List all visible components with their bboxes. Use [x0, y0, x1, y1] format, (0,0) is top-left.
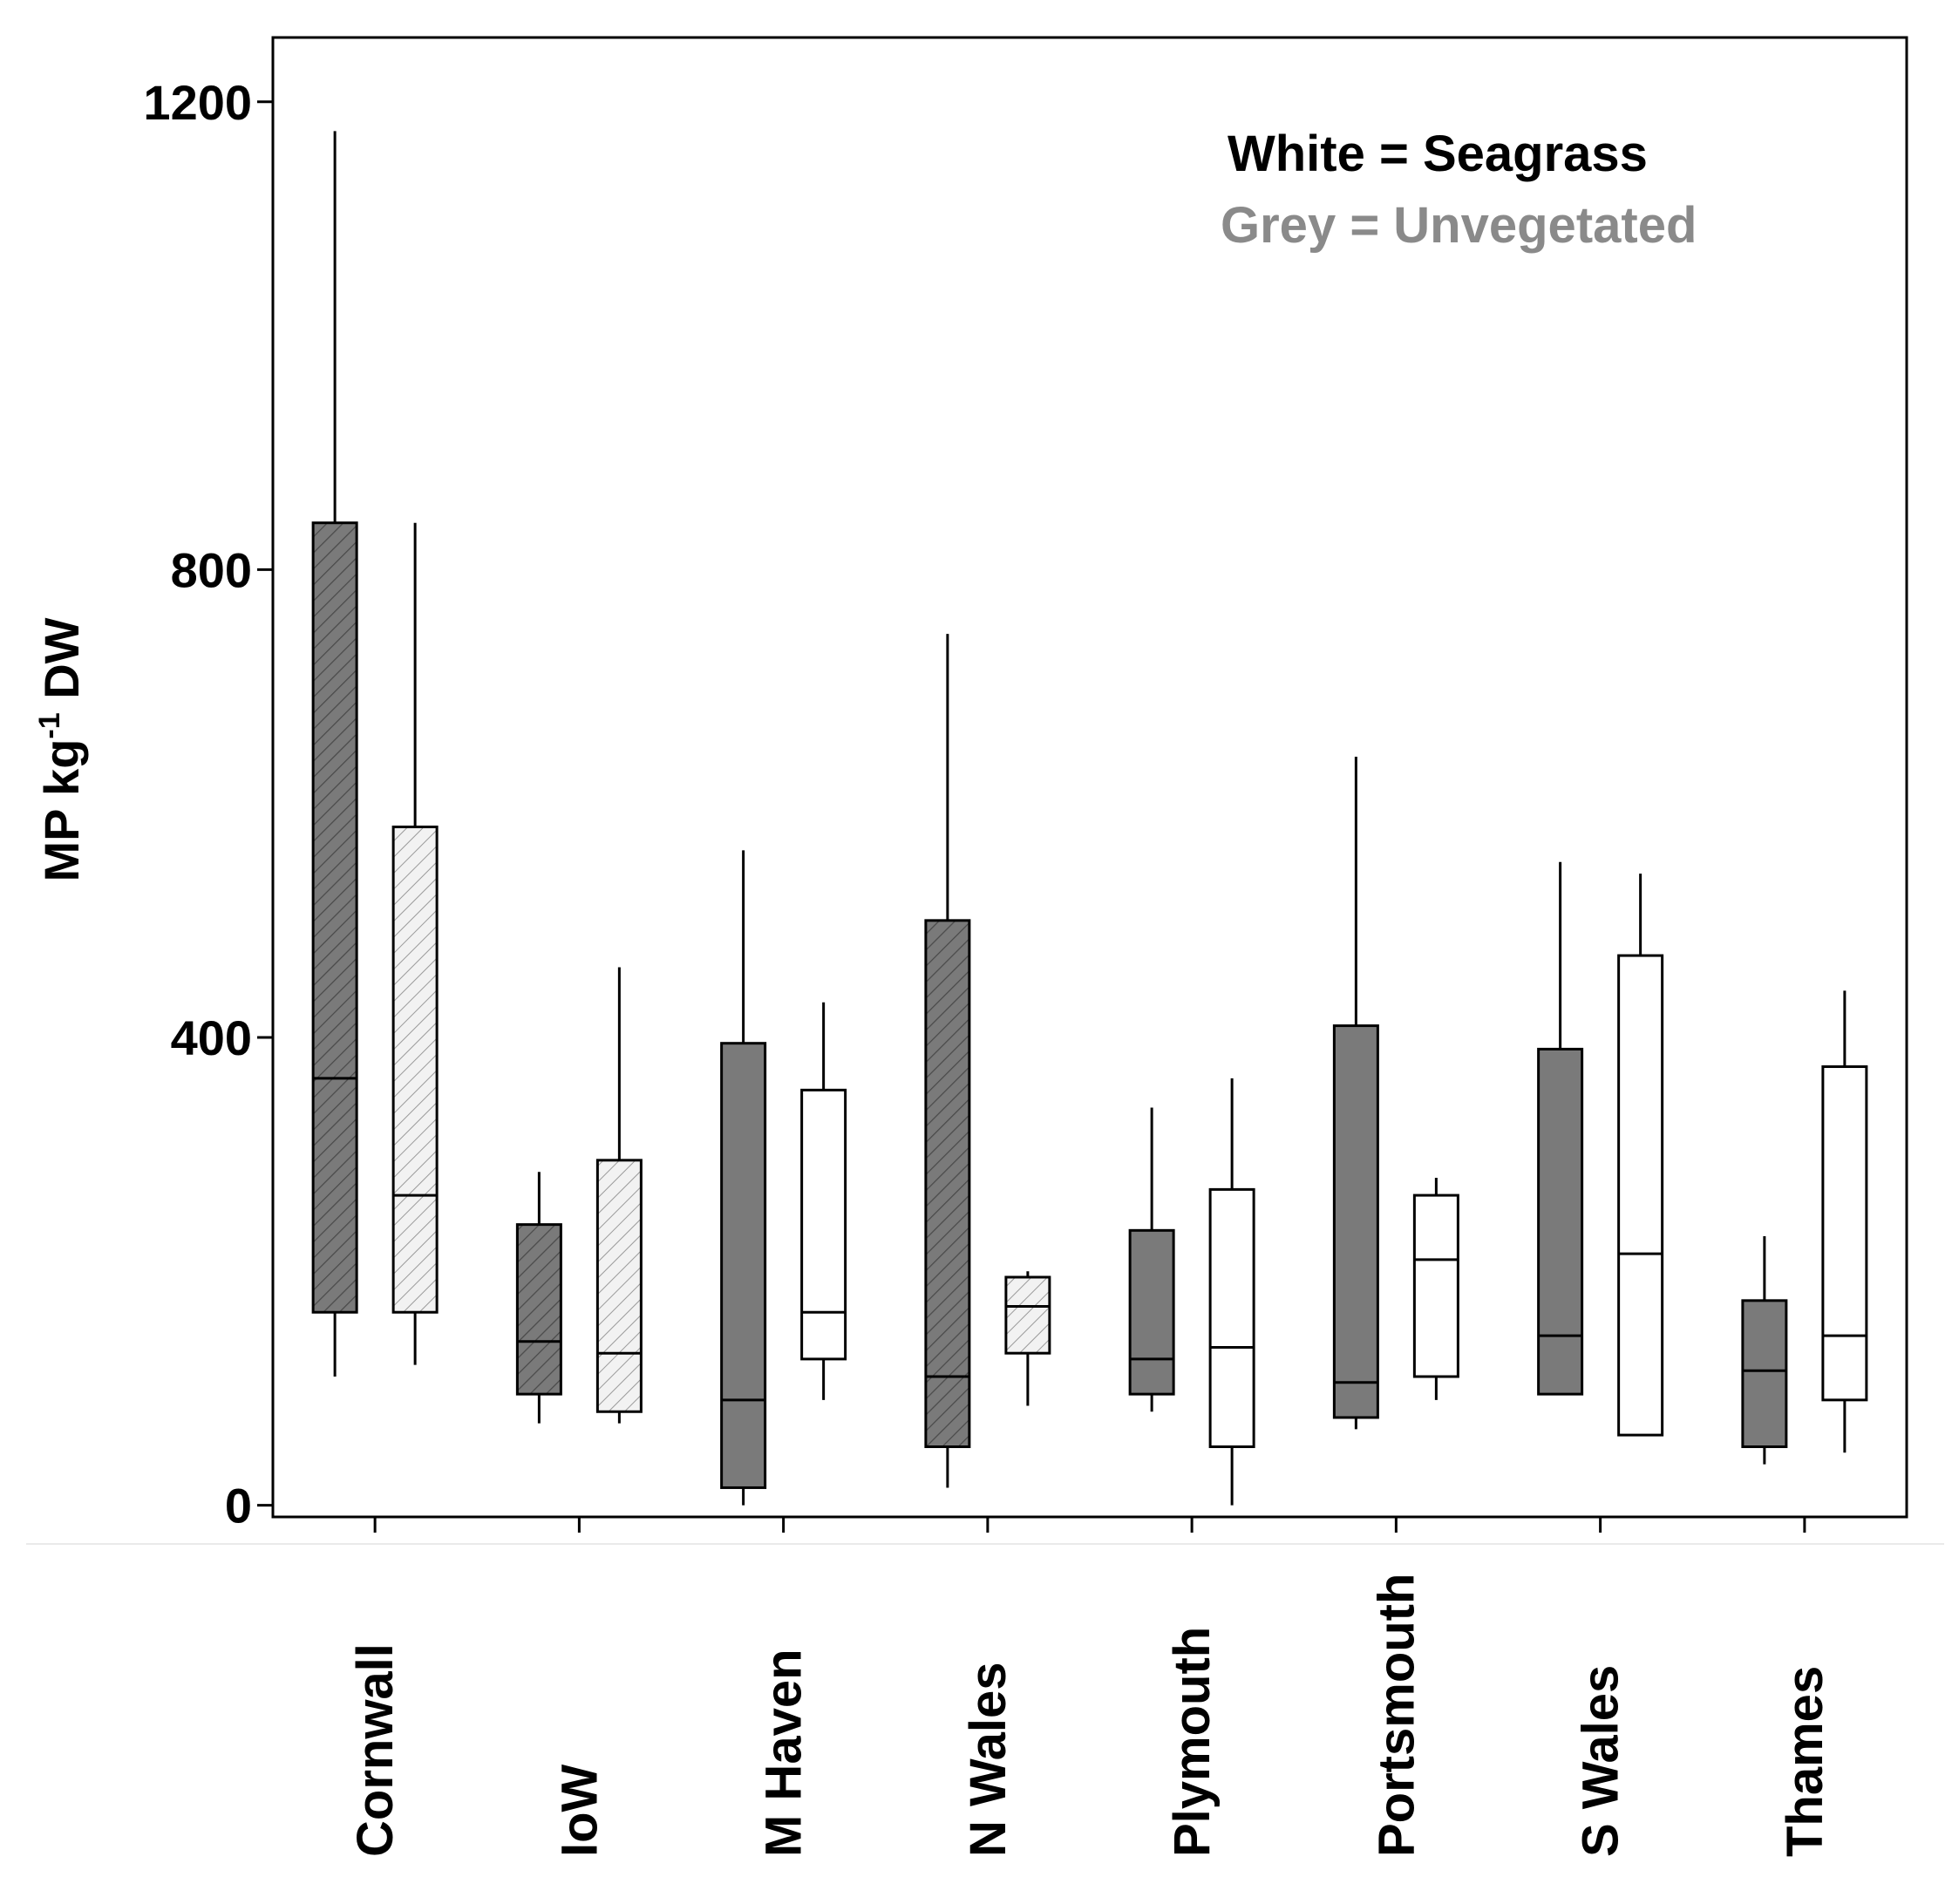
box	[391, 826, 439, 1314]
legend-entry-unvegetated: Grey = Unvegetated	[1221, 197, 1697, 254]
legend-entry-seagrass: White = Seagrass	[1228, 126, 1648, 182]
box-s-wales-unvegetated	[1537, 861, 1584, 1396]
y-axis-label: MP kg-1 DW	[33, 617, 89, 881]
box	[924, 919, 971, 1449]
box	[595, 1159, 643, 1413]
x-tick-label: Thames	[1777, 1666, 1833, 1857]
y-axis-label-prefix: MP kg	[34, 739, 89, 882]
box-series	[311, 131, 1868, 1506]
box	[1537, 1047, 1584, 1396]
y-axis: 0 400 800 1200	[143, 75, 273, 1533]
box-portsmouth-unvegetated	[1332, 757, 1379, 1430]
box-cornwall-unvegetated	[311, 131, 358, 1377]
box-s-wales-seagrass	[1617, 874, 1664, 1437]
box-iow-unvegetated	[515, 1172, 562, 1424]
x-tick-label: Cornwall	[347, 1643, 404, 1857]
box-portsmouth-seagrass	[1412, 1177, 1459, 1400]
y-tick-label: 1200	[143, 75, 252, 130]
box	[1208, 1187, 1255, 1449]
box-n-wales-unvegetated	[924, 634, 971, 1488]
box-iow-seagrass	[595, 967, 643, 1424]
x-tick-label: Portsmouth	[1368, 1574, 1425, 1857]
box-plymouth-seagrass	[1208, 1078, 1255, 1506]
box	[1741, 1299, 1788, 1449]
box	[1004, 1275, 1051, 1355]
x-tick-label: Plymouth	[1164, 1627, 1221, 1857]
box-plymouth-unvegetated	[1128, 1107, 1175, 1412]
box	[800, 1088, 847, 1361]
x-tick-label: N Wales	[960, 1663, 1017, 1857]
plot-frame	[271, 36, 1908, 1519]
box	[1128, 1228, 1175, 1396]
box-m-haven-seagrass	[800, 1002, 847, 1400]
box	[515, 1223, 562, 1396]
box	[1332, 1024, 1379, 1419]
series-seagrass	[391, 522, 1868, 1506]
x-tick-label: S Wales	[1573, 1665, 1629, 1857]
box	[1412, 1193, 1459, 1378]
x-axis: Cornwall IoW M Haven N Wales Plymouth Portsmo…	[347, 1517, 1833, 1857]
x-tick-label: M Haven	[756, 1649, 813, 1857]
legend: White = Seagrass Grey = Unvegetated	[1221, 126, 1697, 254]
box	[1821, 1065, 1868, 1402]
box	[720, 1042, 767, 1489]
box	[311, 521, 358, 1314]
box-m-haven-unvegetated	[720, 850, 767, 1506]
box-thames-unvegetated	[1741, 1236, 1788, 1465]
y-axis-label-suffix: DW	[34, 617, 89, 712]
x-tick-label: IoW	[551, 1764, 608, 1857]
y-tick-label: 0	[225, 1479, 252, 1533]
box	[1617, 954, 1664, 1437]
box-n-wales-seagrass	[1004, 1271, 1051, 1406]
box-cornwall-seagrass	[391, 522, 439, 1365]
y-tick-label: 800	[171, 542, 252, 597]
box-thames-seagrass	[1821, 990, 1868, 1453]
y-axis-label-superscript: -1	[33, 712, 66, 738]
series-unvegetated	[311, 131, 1788, 1506]
y-tick-label: 400	[171, 1010, 252, 1065]
